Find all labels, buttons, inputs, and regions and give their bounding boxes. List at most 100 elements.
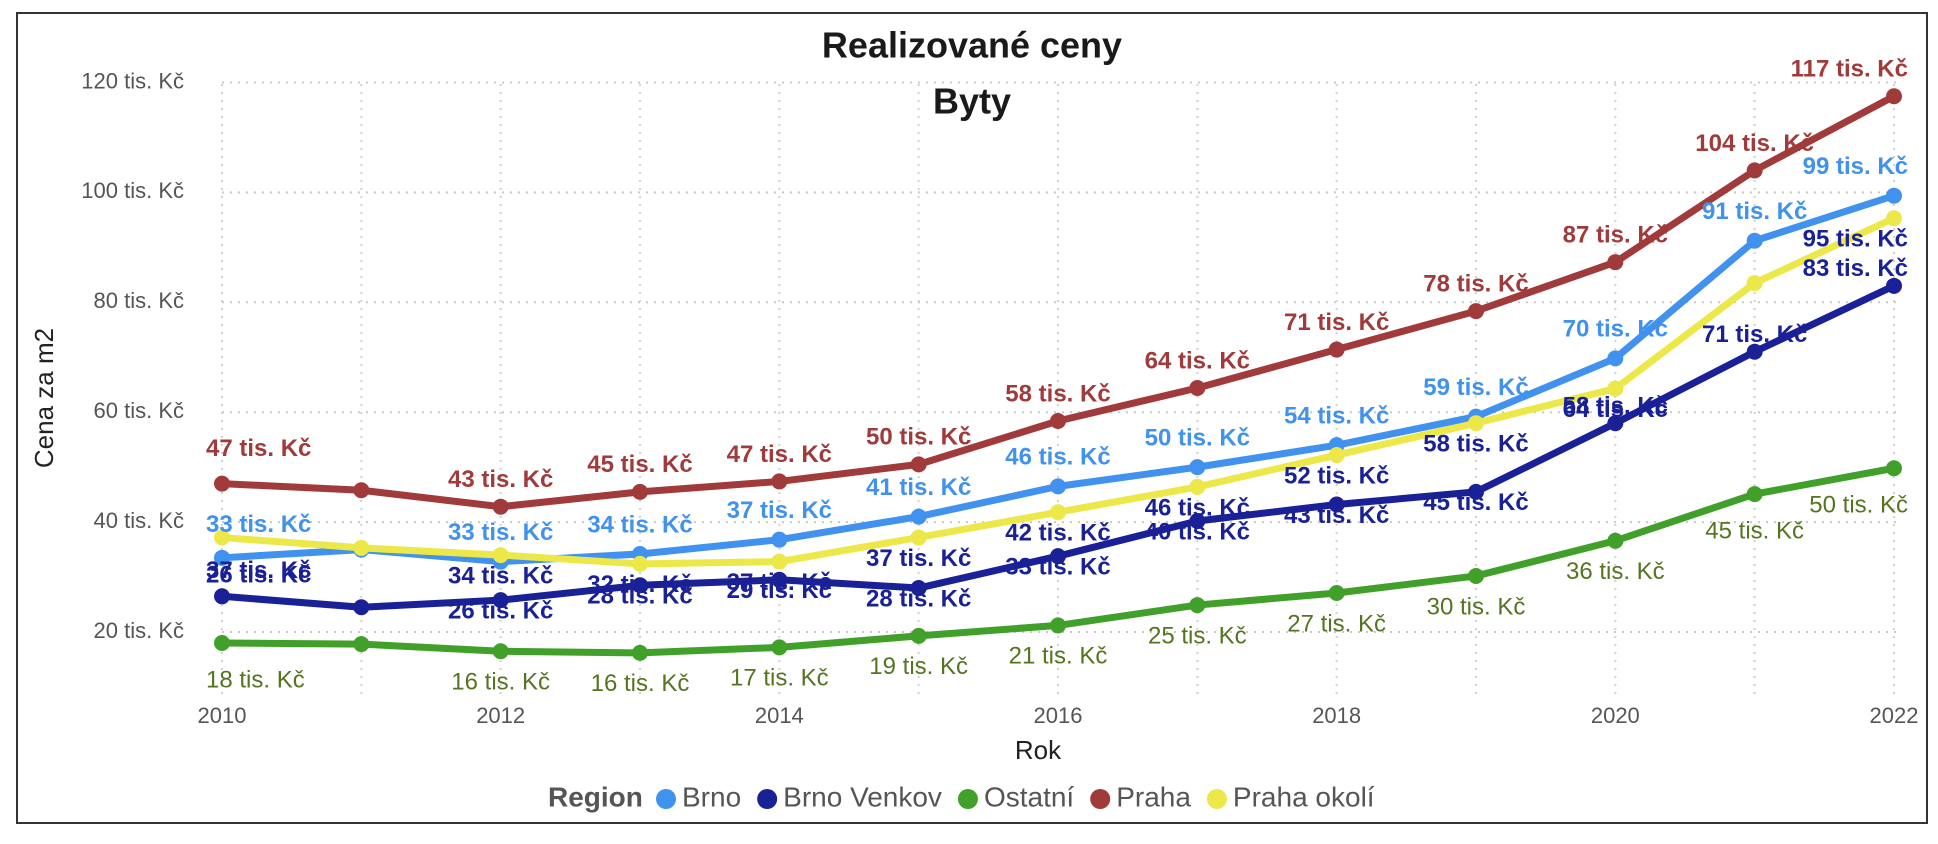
legend-item-ostatni: Ostatní xyxy=(984,781,1074,812)
data-label-brno-venkov: 33 tis. Kč xyxy=(1005,554,1110,581)
y-tick-label: 40 tis. Kč xyxy=(94,508,184,533)
data-point-ostatni xyxy=(1328,584,1345,601)
data-point-praha xyxy=(1886,88,1902,105)
data-point-ostatni xyxy=(910,627,927,644)
data-label-praha-okoli: 58 tis. Kč xyxy=(1423,431,1528,458)
data-point-praha-okoli xyxy=(1468,415,1484,432)
data-point-praha xyxy=(1328,341,1345,358)
data-label-praha-okoli: 42 tis. Kč xyxy=(1005,520,1110,547)
data-label-praha-okoli: 52 tis. Kč xyxy=(1284,462,1389,489)
x-axis-ticks: 2010 2012 2014 2016 2018 2020 2022 xyxy=(198,703,1919,728)
data-label-brno: 41 tis. Kč xyxy=(866,474,971,501)
data-point-ostatni xyxy=(1886,460,1902,477)
data-label-praha: 58 tis. Kč xyxy=(1005,380,1110,407)
y-axis-label: Cena za m2 xyxy=(29,328,59,468)
data-label-brno: 99 tis. Kč xyxy=(1803,153,1908,180)
x-tick-label: 2018 xyxy=(1312,703,1361,728)
legend-item-brno: Brno xyxy=(682,781,741,812)
data-label-brno-venkov: 26 tis. Kč xyxy=(448,597,553,624)
data-label-brno: 59 tis. Kč xyxy=(1423,374,1528,401)
data-point-brno xyxy=(771,531,788,548)
data-label-ostatni: 16 tis. Kč xyxy=(451,669,550,696)
data-point-brno-venkov xyxy=(1746,343,1763,360)
data-label-brno: 33 tis. Kč xyxy=(448,519,553,546)
data-label-ostatni: 25 tis. Kč xyxy=(1148,622,1247,649)
data-label-brno: 91 tis. Kč xyxy=(1702,198,1807,225)
data-point-brno-venkov xyxy=(1468,483,1484,500)
data-point-praha xyxy=(492,498,509,515)
y-tick-label: 120 tis. Kč xyxy=(81,68,184,93)
data-point-praha-okoli xyxy=(1328,447,1345,464)
data-label-praha-okoli: 34 tis. Kč xyxy=(448,562,553,589)
x-tick-label: 2014 xyxy=(755,703,804,728)
data-label-brno-venkov: 45 tis. Kč xyxy=(1423,489,1528,516)
data-label-brno: 50 tis. Kč xyxy=(1145,424,1250,451)
data-label-praha: 64 tis. Kč xyxy=(1145,347,1250,374)
data-point-praha-okoli xyxy=(492,547,509,564)
data-label-praha-okoli: 37 tis. Kč xyxy=(727,569,832,596)
data-point-ostatni xyxy=(1607,532,1624,549)
data-point-praha xyxy=(1607,254,1624,271)
data-point-praha xyxy=(1468,303,1484,320)
data-point-praha-okoli xyxy=(1189,478,1206,495)
data-point-brno-venkov xyxy=(910,580,927,597)
data-point-brno-venkov xyxy=(1607,415,1624,432)
data-label-praha: 78 tis. Kč xyxy=(1423,270,1528,297)
data-point-ostatni xyxy=(214,634,230,651)
data-label-praha: 50 tis. Kč xyxy=(866,424,971,451)
data-label-brno-venkov: 28 tis. Kč xyxy=(866,585,971,612)
data-point-brno-venkov xyxy=(492,592,509,609)
data-label-praha: 47 tis. Kč xyxy=(206,435,311,462)
data-label-brno-venkov: 28 tis. Kč xyxy=(587,583,692,610)
data-label-praha: 45 tis. Kč xyxy=(587,451,692,478)
x-tick-label: 2010 xyxy=(198,703,247,728)
data-label-brno-venkov: 58 tis. Kč xyxy=(1563,393,1668,420)
legend-marker-praha-okoli xyxy=(1206,789,1227,809)
data-label-praha-okoli: 37 tis. Kč xyxy=(206,557,311,584)
data-label-brno: 37 tis. Kč xyxy=(727,497,832,524)
data-point-brno-venkov xyxy=(353,599,370,616)
data-label-praha-okoli: 32 tis. Kč xyxy=(587,571,692,598)
data-label-praha: 47 tis. Kč xyxy=(727,441,832,468)
data-label-ostatni: 21 tis. Kč xyxy=(1009,643,1108,670)
y-tick-label: 60 tis. Kč xyxy=(94,398,184,423)
data-label-praha: 71 tis. Kč xyxy=(1284,309,1389,336)
data-label-praha: 104 tis. Kč xyxy=(1695,130,1814,157)
chart-title: Realizované ceny xyxy=(822,25,1122,66)
data-label-ostatni: 50 tis. Kč xyxy=(1809,492,1908,519)
data-point-brno xyxy=(1746,232,1763,249)
data-point-brno xyxy=(1189,459,1206,476)
data-point-brno xyxy=(1050,478,1066,495)
data-label-praha-okoli: 64 tis. Kč xyxy=(1563,396,1668,423)
chart-frame: Realizované ceny Byty 20 tis. Kč 40 tis. … xyxy=(16,12,1928,824)
y-tick-label: 20 tis. Kč xyxy=(94,618,184,643)
data-point-praha xyxy=(1746,162,1763,179)
data-point-praha xyxy=(771,473,788,490)
data-point-ostatni xyxy=(492,643,509,660)
y-tick-label: 80 tis. Kč xyxy=(94,288,184,313)
data-point-brno xyxy=(214,549,230,566)
legend-marker-ostatni xyxy=(957,789,978,809)
data-label-brno-venkov: 71 tis. Kč xyxy=(1702,321,1807,348)
data-label-brno: 54 tis. Kč xyxy=(1284,403,1389,430)
data-point-brno-venkov xyxy=(771,571,788,588)
x-tick-label: 2012 xyxy=(476,703,525,728)
data-point-ostatni xyxy=(353,636,370,653)
data-point-brno xyxy=(1607,350,1624,367)
legend-item-praha: Praha xyxy=(1116,781,1191,812)
data-point-praha-okoli xyxy=(632,555,648,572)
data-label-brno: 46 tis. Kč xyxy=(1005,444,1110,471)
data-point-ostatni xyxy=(771,639,788,656)
data-label-ostatni: 36 tis. Kč xyxy=(1566,558,1665,585)
x-axis-label: Rok xyxy=(1015,735,1062,765)
data-label-praha-okoli: 46 tis. Kč xyxy=(1145,494,1250,521)
data-label-ostatni: 19 tis. Kč xyxy=(869,653,968,680)
data-point-ostatni xyxy=(1468,567,1484,584)
data-label-brno-venkov: 83 tis. Kč xyxy=(1803,255,1908,282)
data-label-ostatni: 18 tis. Kč xyxy=(206,666,305,693)
data-label-brno-venkov: 26 tis. Kč xyxy=(206,562,311,589)
data-label-praha-okoli: 37 tis. Kč xyxy=(866,545,971,572)
data-label-praha: 87 tis. Kč xyxy=(1563,222,1668,249)
data-label-praha: 43 tis. Kč xyxy=(448,466,553,493)
data-label-ostatni: 45 tis. Kč xyxy=(1705,517,1804,544)
